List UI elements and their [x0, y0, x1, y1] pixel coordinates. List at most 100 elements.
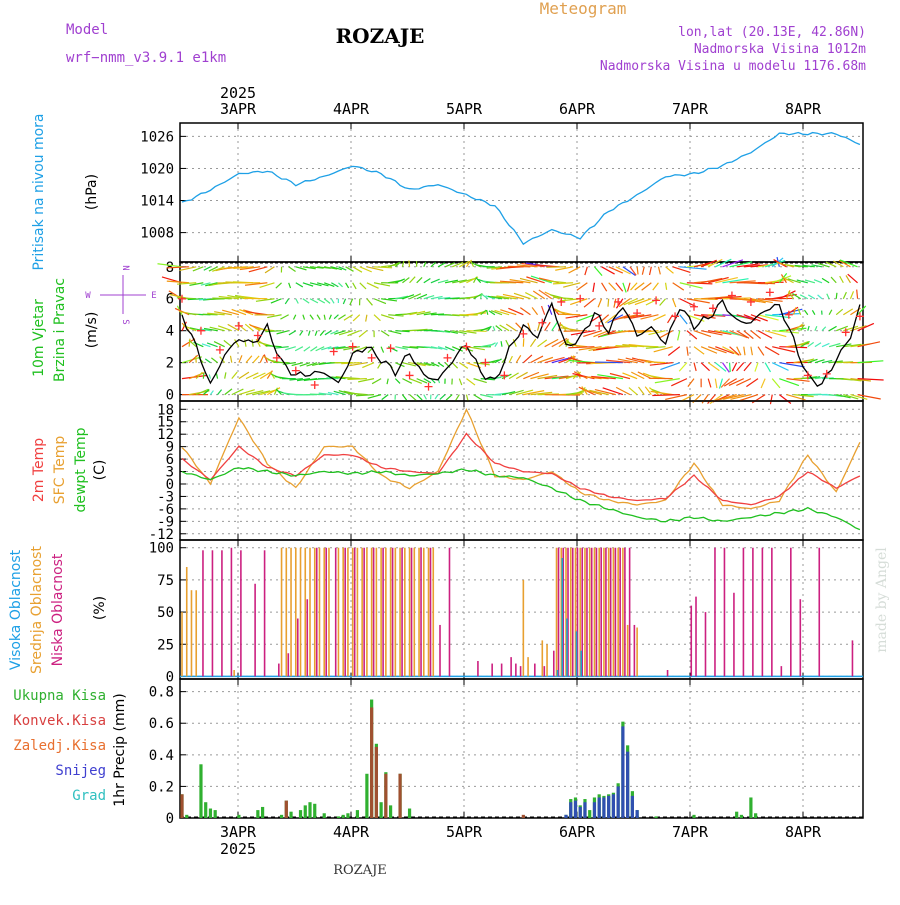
wind-arrow [650, 267, 652, 275]
wind-arrow [808, 326, 809, 331]
wind-arrow [466, 379, 475, 385]
gust-marker [652, 296, 660, 304]
wind-arrow [660, 299, 666, 306]
wind-arrow [232, 372, 237, 379]
wind-arrow [324, 315, 325, 320]
wind-arrow [493, 326, 495, 330]
precip-total-bar [740, 815, 743, 818]
wind-arrow [409, 260, 410, 266]
gust-marker [387, 344, 395, 352]
wind-arrow [804, 310, 807, 315]
wind-arrow [687, 331, 697, 339]
gust-markers [178, 288, 864, 390]
wind-arrow [210, 391, 213, 395]
precip-total-bar [289, 812, 292, 818]
wind-arrow [205, 359, 210, 363]
bottom-day-label: 8APR [785, 823, 822, 841]
precip-snow-bar [598, 797, 601, 818]
wind-arrow [211, 358, 217, 363]
wind-arrow [516, 355, 521, 362]
wind-ylabel-2: Brzina i Pravac [52, 278, 68, 382]
wind-arrow [770, 395, 772, 405]
wind-arrow [585, 267, 587, 275]
wind-arrow [310, 315, 313, 320]
wind-arrow [410, 395, 417, 401]
wind-arrow [755, 363, 758, 372]
wind-arrow [246, 356, 252, 363]
wind-arrow [701, 363, 709, 371]
wind-arrow [410, 277, 416, 283]
wind-arrow [417, 395, 422, 400]
wind-arrow [265, 267, 274, 273]
wind-arrow [772, 379, 780, 388]
top-day-label: 4APR [333, 100, 370, 118]
pressure-line [182, 133, 860, 245]
wind-arrow [289, 283, 291, 288]
wind-arrow [818, 295, 822, 299]
wind-arrow [317, 299, 325, 303]
model-label: Model [66, 22, 108, 38]
wind-arrow [751, 347, 752, 356]
wind-arrow [638, 387, 644, 395]
wind-arrow [602, 267, 615, 274]
elevation-label: Nadmorska Visina 1012m [694, 42, 866, 57]
top-day-label: 5APR [446, 100, 483, 118]
wind-arrow [402, 395, 406, 401]
wind-arrow [381, 331, 389, 336]
wind-arrow [629, 388, 637, 395]
y-tick-label: 1026 [140, 129, 174, 145]
wind-arrow [658, 267, 660, 275]
wind-arrow [289, 267, 296, 272]
top-day-label: 3APR [220, 100, 257, 118]
precip-total-bar [337, 816, 340, 818]
wind-arrow [225, 372, 226, 378]
wind-arrow [474, 277, 477, 283]
location-title: ROZAJE [336, 24, 425, 48]
wind-arrow [343, 299, 345, 304]
gust-marker [178, 295, 186, 303]
precip-snow-bar [569, 802, 572, 818]
precip-total-bar [754, 813, 757, 818]
wind-arrow [353, 283, 356, 289]
precip-snow-bar [607, 796, 610, 818]
wind-arrow [303, 315, 305, 320]
wind-arrow [577, 283, 587, 290]
y-tick-label: 1020 [140, 161, 174, 177]
wind-arrow [553, 283, 573, 284]
precip-snow-bar [631, 796, 634, 818]
wind-arrow [359, 331, 367, 337]
precip-total-bar [214, 810, 217, 818]
precip-total-bar [735, 812, 738, 818]
wind-arrow [239, 355, 242, 362]
wind-arrow [546, 267, 566, 268]
wind-arrow [694, 363, 696, 371]
precip-legend-frz: Zaledj.Kisa [13, 738, 106, 754]
precip-conv-bar [522, 815, 525, 818]
wind-arrow [623, 283, 626, 293]
precip-legend-snow: Snijeg [55, 763, 106, 779]
y-tick-label: 25 [157, 637, 174, 653]
dewpoint-line [182, 468, 860, 530]
temp-ylabel-t2m: 2m Temp [31, 438, 47, 502]
gust-marker [311, 381, 319, 389]
precip-total-bar [313, 804, 316, 818]
wind-arrow [666, 267, 674, 274]
wind-arrow [474, 395, 482, 400]
wind-arrow [506, 340, 509, 347]
y-tick-label: 100 [149, 541, 174, 557]
wind-arrow [334, 315, 338, 319]
wind-arrow [858, 395, 881, 399]
wind-arrow [289, 331, 296, 335]
wind-arrow [666, 283, 667, 290]
precip-total-bar [389, 805, 392, 818]
wind-arrow [673, 299, 676, 307]
wind-arrow [614, 299, 616, 308]
wind-arrow [652, 395, 679, 396]
wind-arrow [204, 267, 211, 270]
wind-arrow [744, 347, 745, 356]
precip-conv-bar [398, 774, 401, 818]
wind-arrow [329, 315, 331, 320]
precip-total-bar [749, 797, 752, 818]
y-tick-label: 50 [157, 605, 174, 621]
